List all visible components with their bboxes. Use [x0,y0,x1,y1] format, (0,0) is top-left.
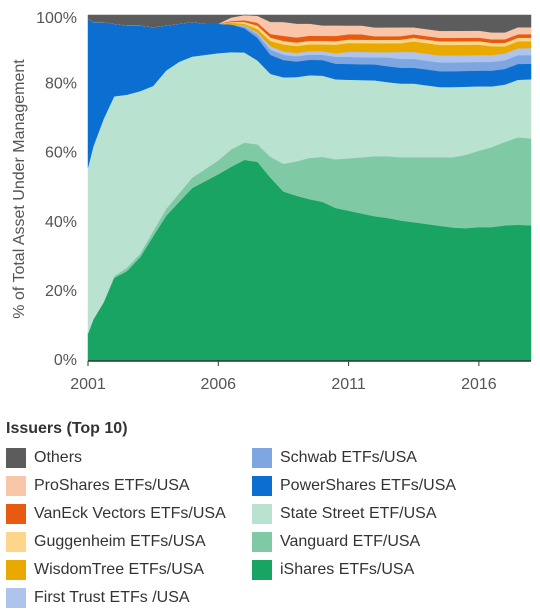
legend-swatch [6,504,26,524]
legend-item: WisdomTree ETFs/USA [6,556,252,584]
legend-swatch [252,476,272,496]
legend-label: iShares ETFs/USA [280,561,415,578]
legend-swatch [6,448,26,468]
legend-column-left: Others ProShares ETFs/USA VanEck Vectors E… [6,444,252,612]
legend-label: ProShares ETFs/USA [34,477,190,494]
legend-swatch [252,504,272,524]
y-tick-label: 100% [36,10,77,27]
legend-label: Schwab ETFs/USA [280,449,417,466]
legend-title: Issuers (Top 10) [6,420,128,437]
legend-item: Schwab ETFs/USA [252,444,456,472]
legend-label: Others [34,449,83,466]
legend: Issuers (Top 10) Others ProShares ETFs/US… [6,420,536,612]
legend-label: WisdomTree ETFs/USA [34,561,205,578]
x-tick-label: 2001 [70,376,106,393]
legend-swatch [252,532,272,552]
legend-swatch [6,476,26,496]
legend-swatch [252,560,272,580]
legend-item: ProShares ETFs/USA [6,472,252,500]
x-tick-label: 2016 [461,376,497,393]
legend-label: VanEck Vectors ETFs/USA [34,505,226,522]
legend-swatch [252,448,272,468]
legend-label: State Street ETF/USA [280,505,437,522]
legend-swatch [6,560,26,580]
y-tick-label: 80% [45,75,77,92]
y-axis-label: % of Total Asset Under Management [11,59,28,319]
legend-item: First Trust ETFs /USA [6,584,252,612]
x-tick-labels: 2001 2006 2011 2016 [70,361,497,393]
legend-item: Others [6,444,252,472]
legend-label: PowerShares ETFs/USA [280,477,457,494]
area-others [87,14,532,33]
legend-swatch [6,588,26,608]
y-tick-label: 0% [54,352,77,369]
y-tick-label: 60% [45,145,77,162]
legend-item: Guggenheim ETFs/USA [6,528,252,556]
y-tick-labels: 0% 20% 40% 60% 80% 100% [36,10,77,369]
area-layers [87,14,532,362]
legend-item: PowerShares ETFs/USA [252,472,456,500]
legend-label: First Trust ETFs /USA [34,589,190,606]
legend-label: Guggenheim ETFs/USA [34,533,206,550]
x-tick-label: 2011 [331,376,366,393]
y-tick-label: 20% [45,283,77,300]
legend-swatch [6,532,26,552]
legend-item: iShares ETFs/USA [252,556,456,584]
legend-item: State Street ETF/USA [252,500,456,528]
legend-label: Vanguard ETF/USA [280,533,421,550]
legend-column-right: Schwab ETFs/USA PowerShares ETFs/USA State… [252,444,456,612]
legend-item: VanEck Vectors ETFs/USA [6,500,252,528]
legend-item: Vanguard ETF/USA [252,528,456,556]
x-tick-label: 2006 [200,376,236,393]
y-tick-label: 40% [45,214,77,231]
stacked-area-chart: 0% 20% 40% 60% 80% 100% 2001 2006 2011 2016 % of… [11,10,532,393]
